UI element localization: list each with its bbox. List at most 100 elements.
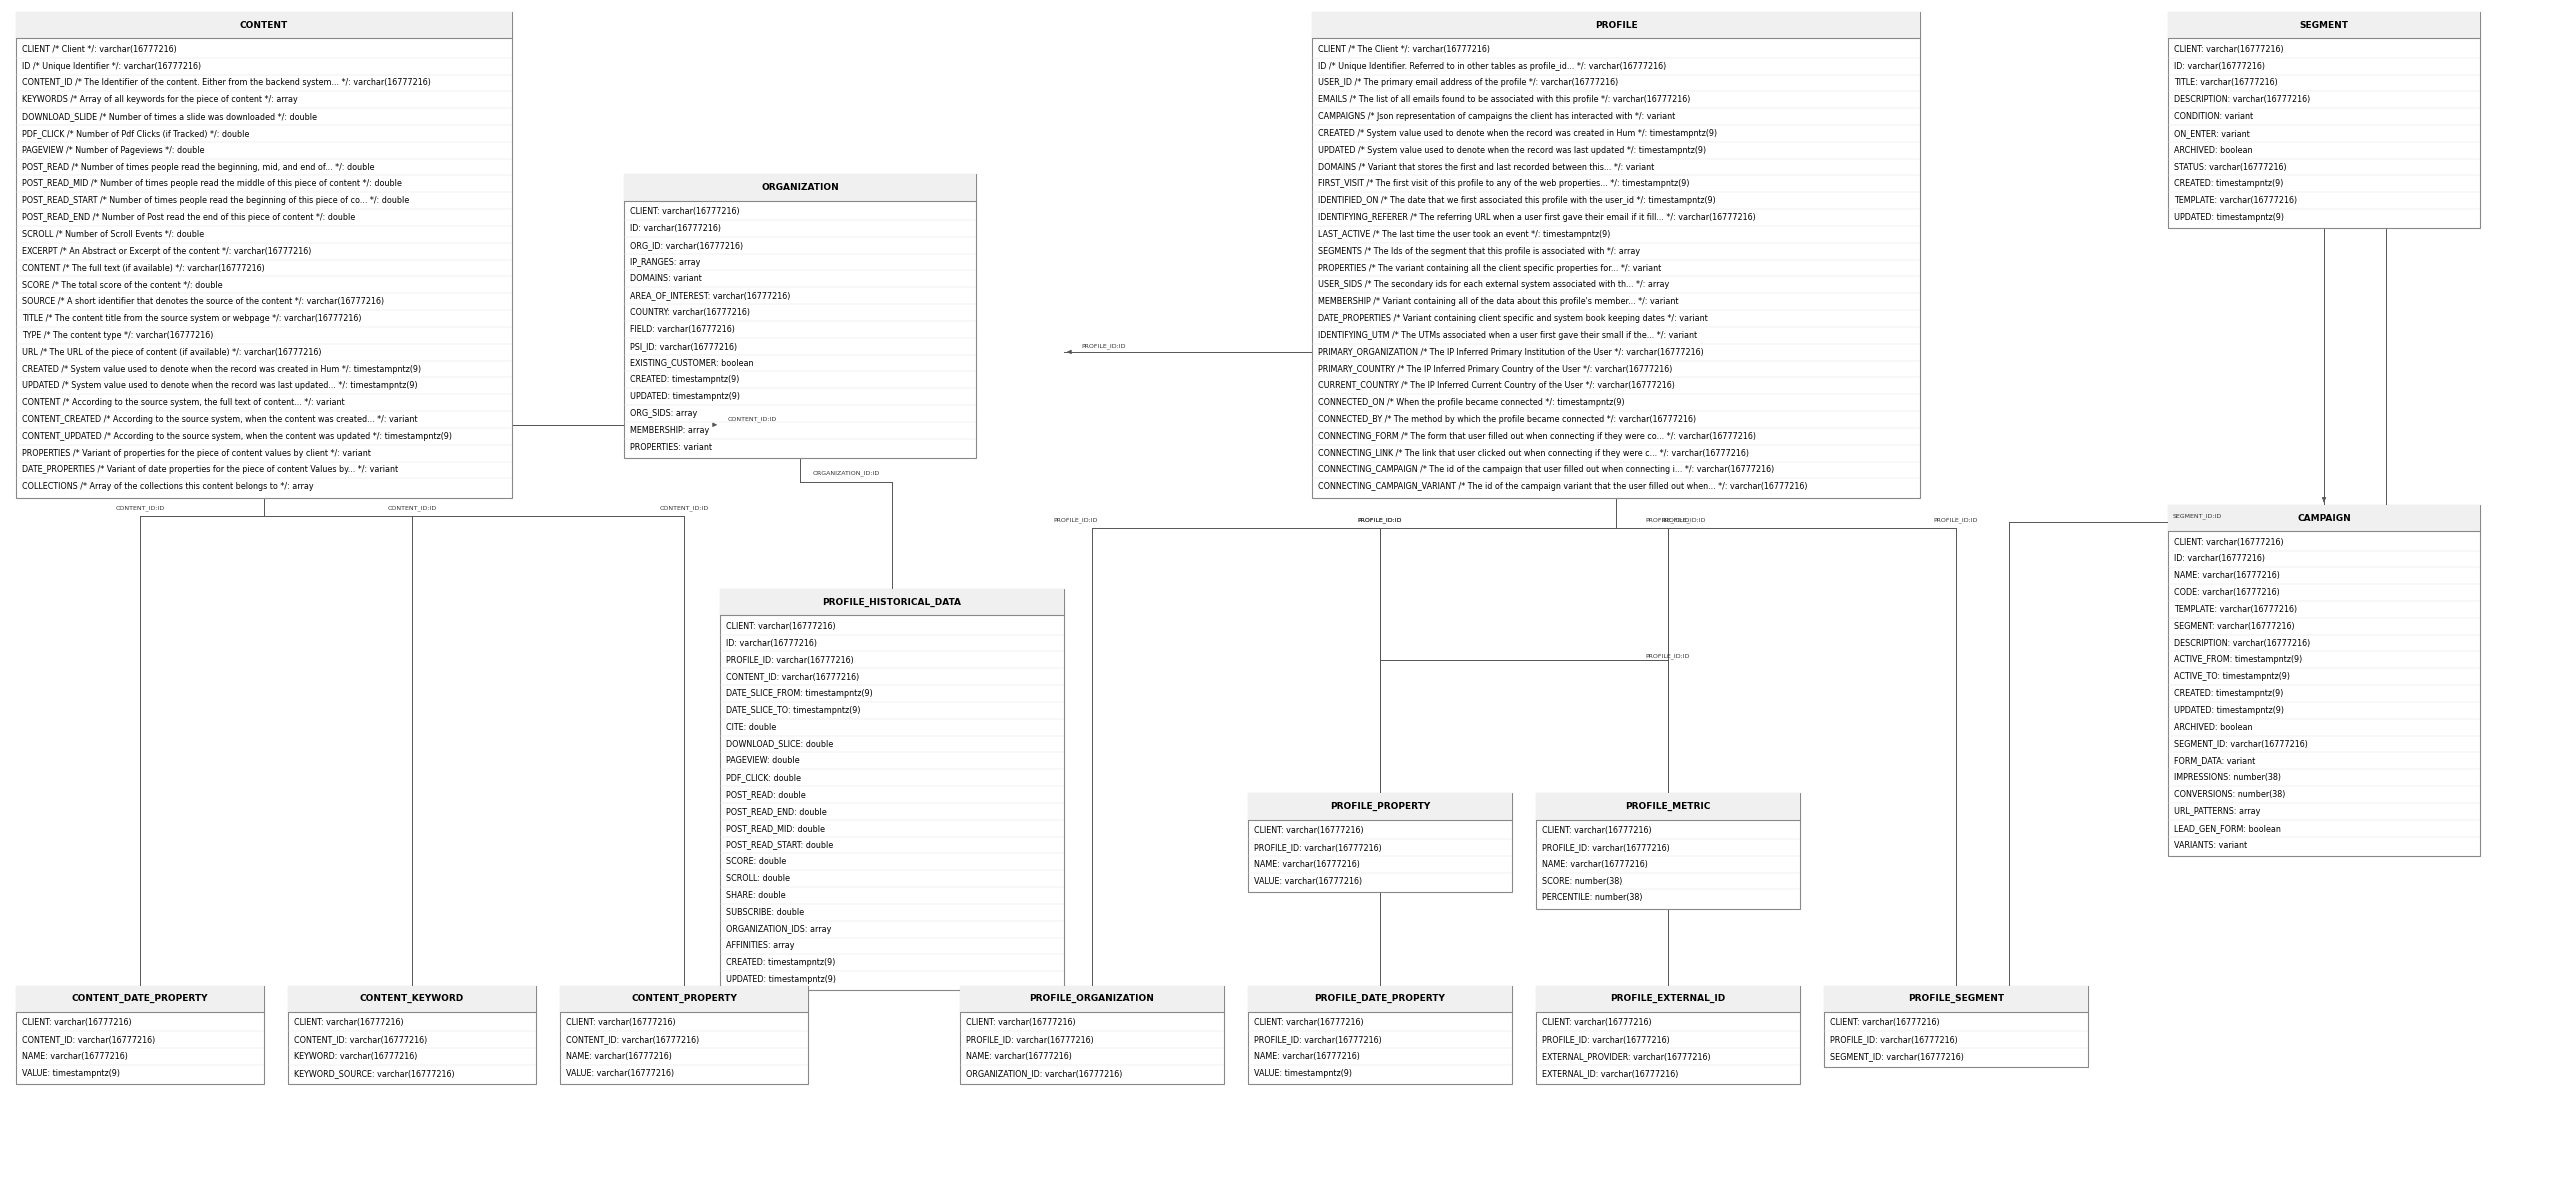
- Text: CLIENT /* The Client */: varchar(16777216): CLIENT /* The Client */: varchar(1677721…: [1318, 44, 1490, 54]
- Text: CONDITION: variant: CONDITION: variant: [2173, 112, 2253, 121]
- Text: EXCERPT /* An Abstract or Excerpt of the content */: varchar(16777216): EXCERPT /* An Abstract or Excerpt of the…: [23, 246, 312, 256]
- Text: ORG_ID: varchar(16777216): ORG_ID: varchar(16777216): [630, 240, 742, 250]
- Text: TITLE: varchar(16777216): TITLE: varchar(16777216): [2173, 78, 2278, 88]
- Text: UPDATED: timestampntz(9): UPDATED: timestampntz(9): [2173, 213, 2284, 222]
- Bar: [625, 174, 975, 201]
- Text: DESCRIPTION: varchar(16777216): DESCRIPTION: varchar(16777216): [2173, 95, 2312, 105]
- Text: CODE: varchar(16777216): CODE: varchar(16777216): [2173, 588, 2281, 597]
- Text: AREA_OF_INTEREST: varchar(16777216): AREA_OF_INTEREST: varchar(16777216): [630, 291, 791, 300]
- Text: CLIENT: varchar(16777216): CLIENT: varchar(16777216): [23, 1018, 133, 1028]
- Text: PAGEVIEW: double: PAGEVIEW: double: [727, 756, 801, 766]
- Text: PROFILE_ID:ID: PROFILE_ID:ID: [1933, 518, 1979, 523]
- Text: DATE_PROPERTIES /* Variant of date properties for the piece of content Values by: DATE_PROPERTIES /* Variant of date prope…: [23, 465, 399, 475]
- Text: UPDATED: timestampntz(9): UPDATED: timestampntz(9): [727, 975, 837, 984]
- Text: CONTENT_ID:ID: CONTENT_ID:ID: [727, 416, 776, 422]
- Text: CLIENT /* Client */: varchar(16777216): CLIENT /* Client */: varchar(16777216): [23, 44, 177, 54]
- Bar: [1313, 12, 1920, 498]
- Text: CONTENT /* According to the source system, the full text of content... */: varia: CONTENT /* According to the source syste…: [23, 398, 346, 407]
- Bar: [1313, 12, 1920, 38]
- Text: FIELD: varchar(16777216): FIELD: varchar(16777216): [630, 325, 735, 334]
- Bar: [15, 12, 512, 38]
- Text: PSI_ID: varchar(16777216): PSI_ID: varchar(16777216): [630, 341, 737, 351]
- Text: CONTENT_PROPERTY: CONTENT_PROPERTY: [632, 994, 737, 1004]
- Text: FIRST_VISIT /* The first visit of this profile to any of the web properties... *: FIRST_VISIT /* The first visit of this p…: [1318, 179, 1690, 189]
- Text: EMAILS /* The list of all emails found to be associated with this profile */: va: EMAILS /* The list of all emails found t…: [1318, 95, 1690, 105]
- Text: POST_READ_MID: double: POST_READ_MID: double: [727, 823, 824, 833]
- Text: PROFILE_ID:ID: PROFILE_ID:ID: [1646, 518, 1690, 523]
- Text: ORGANIZATION_ID: varchar(16777216): ORGANIZATION_ID: varchar(16777216): [968, 1069, 1124, 1078]
- Text: CONNECTING_LINK /* The link that user clicked out when connecting if they were c: CONNECTING_LINK /* The link that user cl…: [1318, 448, 1748, 458]
- Text: CAMPAIGNS /* Json representation of campaigns the client has interacted with */:: CAMPAIGNS /* Json representation of camp…: [1318, 112, 1677, 121]
- Bar: [960, 986, 1224, 1012]
- Text: PROFILE_ID: varchar(16777216): PROFILE_ID: varchar(16777216): [1254, 1035, 1382, 1045]
- Text: PROFILE_ID: varchar(16777216): PROFILE_ID: varchar(16777216): [727, 655, 855, 665]
- Text: PROFILE_EXTERNAL_ID: PROFILE_EXTERNAL_ID: [1610, 994, 1725, 1004]
- Bar: [15, 986, 264, 1012]
- Bar: [1249, 986, 1513, 1012]
- Text: USER_ID /* The primary email address of the profile */: varchar(16777216): USER_ID /* The primary email address of …: [1318, 78, 1618, 88]
- Text: SCROLL /* Number of Scroll Events */: double: SCROLL /* Number of Scroll Events */: do…: [23, 230, 205, 239]
- Text: PROFILE_SEGMENT: PROFILE_SEGMENT: [1907, 994, 2004, 1004]
- Text: MEMBERSHIP: array: MEMBERSHIP: array: [630, 426, 709, 435]
- Text: PROFILE_ID:ID: PROFILE_ID:ID: [1055, 518, 1098, 523]
- Text: CONNECTING_CAMPAIGN_VARIANT /* The id of the campaign variant that the user fill: CONNECTING_CAMPAIGN_VARIANT /* The id of…: [1318, 482, 1807, 492]
- Bar: [1249, 793, 1513, 820]
- Text: PERCENTILE: number(38): PERCENTILE: number(38): [1541, 893, 1644, 903]
- Text: PROFILE_METRIC: PROFILE_METRIC: [1626, 802, 1710, 811]
- Text: LAST_ACTIVE /* The last time the user took an event */: timestampntz(9): LAST_ACTIVE /* The last time the user to…: [1318, 230, 1610, 239]
- Bar: [1249, 793, 1513, 892]
- Text: STATUS: varchar(16777216): STATUS: varchar(16777216): [2173, 162, 2286, 172]
- Text: UPDATED /* System value used to denote when the record was last updated */: time: UPDATED /* System value used to denote w…: [1318, 145, 1708, 155]
- Text: PROFILE_DATE_PROPERTY: PROFILE_DATE_PROPERTY: [1316, 994, 1446, 1004]
- Text: EXTERNAL_ID: varchar(16777216): EXTERNAL_ID: varchar(16777216): [1541, 1069, 1679, 1078]
- Text: CLIENT: varchar(16777216): CLIENT: varchar(16777216): [294, 1018, 404, 1028]
- Bar: [287, 986, 535, 1084]
- Text: DATE_SLICE_FROM: timestampntz(9): DATE_SLICE_FROM: timestampntz(9): [727, 689, 873, 698]
- Text: POST_READ /* Number of times people read the beginning, mid, and end of... */: d: POST_READ /* Number of times people read…: [23, 162, 374, 172]
- Text: CLIENT: varchar(16777216): CLIENT: varchar(16777216): [1541, 826, 1651, 835]
- Text: CONNECTING_CAMPAIGN /* The id of the campaign that user filled out when connecti: CONNECTING_CAMPAIGN /* The id of the cam…: [1318, 465, 1774, 475]
- Text: KEYWORDS /* Array of all keywords for the piece of content */: array: KEYWORDS /* Array of all keywords for th…: [23, 95, 297, 105]
- Text: ID: varchar(16777216): ID: varchar(16777216): [2173, 61, 2266, 71]
- Text: PROFILE_ID:ID: PROFILE_ID:ID: [1646, 653, 1690, 659]
- Text: DATE_SLICE_TO: timestampntz(9): DATE_SLICE_TO: timestampntz(9): [727, 706, 860, 715]
- Text: SEGMENT: SEGMENT: [2299, 20, 2348, 30]
- Text: SUBSCRIBE: double: SUBSCRIBE: double: [727, 908, 804, 917]
- Text: VALUE: varchar(16777216): VALUE: varchar(16777216): [1254, 876, 1362, 886]
- Text: PROFILE_ID: varchar(16777216): PROFILE_ID: varchar(16777216): [1541, 1035, 1669, 1045]
- Text: SCORE: number(38): SCORE: number(38): [1541, 876, 1623, 886]
- Text: CLIENT: varchar(16777216): CLIENT: varchar(16777216): [1254, 826, 1364, 835]
- Text: ID /* Unique Identifier */: varchar(16777216): ID /* Unique Identifier */: varchar(1677…: [23, 61, 202, 71]
- Text: UPDATED: timestampntz(9): UPDATED: timestampntz(9): [2173, 706, 2284, 715]
- Text: PROFILE_ID:ID: PROFILE_ID:ID: [1357, 518, 1403, 523]
- Text: IDENTIFYING_REFERER /* The referring URL when a user first gave their email if i: IDENTIFYING_REFERER /* The referring URL…: [1318, 213, 1756, 222]
- Text: PROPERTIES /* Variant of properties for the piece of content values by client */: PROPERTIES /* Variant of properties for …: [23, 448, 371, 458]
- Bar: [1536, 793, 1800, 909]
- Text: URL /* The URL of the piece of content (if available) */: varchar(16777216): URL /* The URL of the piece of content (…: [23, 347, 323, 357]
- Text: PROFILE_ID: varchar(16777216): PROFILE_ID: varchar(16777216): [1830, 1035, 1958, 1045]
- Text: PROFILE_ORGANIZATION: PROFILE_ORGANIZATION: [1029, 994, 1155, 1004]
- Bar: [2168, 505, 2481, 856]
- Bar: [561, 986, 809, 1084]
- Text: PROFILE_PROPERTY: PROFILE_PROPERTY: [1329, 802, 1431, 811]
- Bar: [1536, 986, 1800, 1012]
- Text: KEYWORD_SOURCE: varchar(16777216): KEYWORD_SOURCE: varchar(16777216): [294, 1069, 456, 1078]
- Text: CLIENT: varchar(16777216): CLIENT: varchar(16777216): [1541, 1018, 1651, 1028]
- Text: PRIMARY_ORGANIZATION /* The IP Inferred Primary Institution of the User */: varc: PRIMARY_ORGANIZATION /* The IP Inferred …: [1318, 347, 1705, 357]
- Text: ID /* Unique Identifier. Referred to in other tables as profile_id... */: varcha: ID /* Unique Identifier. Referred to in …: [1318, 61, 1667, 71]
- Text: DESCRIPTION: varchar(16777216): DESCRIPTION: varchar(16777216): [2173, 638, 2312, 648]
- Text: SEGMENTS /* The Ids of the segment that this profile is associated with */: arra: SEGMENTS /* The Ids of the segment that …: [1318, 246, 1641, 256]
- Text: CONTENT_ID: varchar(16777216): CONTENT_ID: varchar(16777216): [566, 1035, 699, 1045]
- Text: CLIENT: varchar(16777216): CLIENT: varchar(16777216): [968, 1018, 1075, 1028]
- Text: CONTENT_ID: varchar(16777216): CONTENT_ID: varchar(16777216): [294, 1035, 428, 1045]
- Text: CREATED: timestampntz(9): CREATED: timestampntz(9): [2173, 179, 2284, 189]
- Text: CLIENT: varchar(16777216): CLIENT: varchar(16777216): [1254, 1018, 1364, 1028]
- Text: CONTENT_ID:ID: CONTENT_ID:ID: [387, 506, 438, 511]
- Text: CLIENT: varchar(16777216): CLIENT: varchar(16777216): [2173, 537, 2284, 547]
- Text: SHARE: double: SHARE: double: [727, 891, 786, 900]
- Text: PDF_CLICK: double: PDF_CLICK: double: [727, 773, 801, 783]
- Text: ID: varchar(16777216): ID: varchar(16777216): [630, 224, 722, 233]
- Text: IMPRESSIONS: number(38): IMPRESSIONS: number(38): [2173, 773, 2281, 783]
- Text: FORM_DATA: variant: FORM_DATA: variant: [2173, 756, 2255, 766]
- Text: PROFILE_HISTORICAL_DATA: PROFILE_HISTORICAL_DATA: [822, 597, 963, 607]
